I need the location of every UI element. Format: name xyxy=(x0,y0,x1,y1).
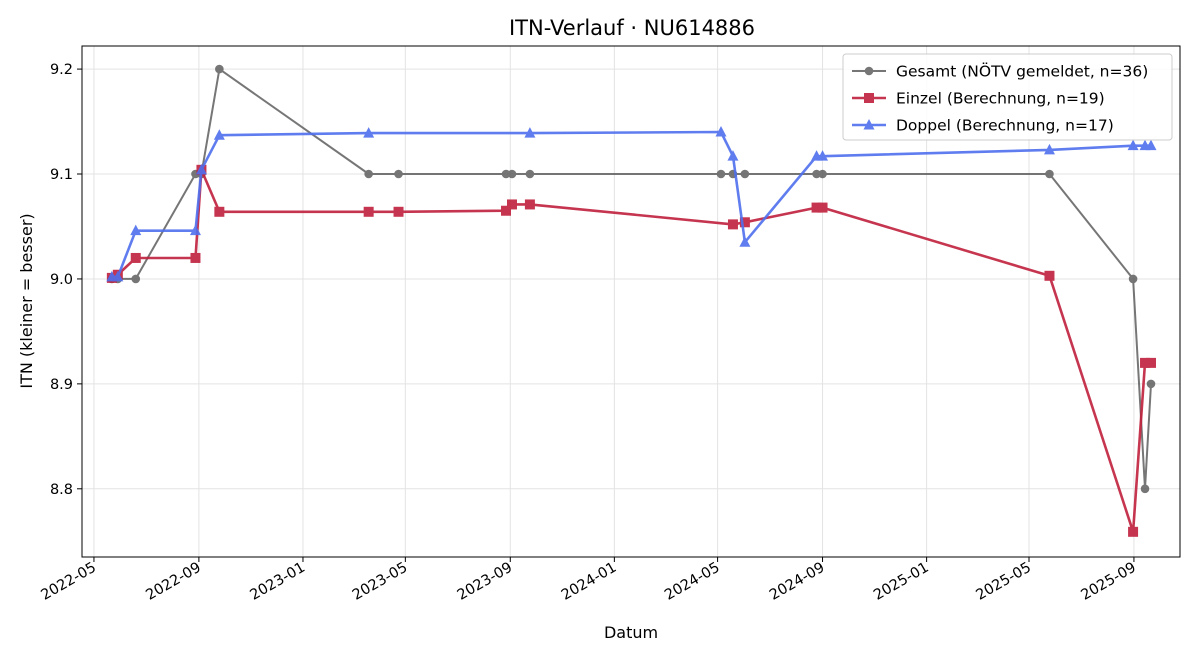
data-point xyxy=(1140,484,1150,494)
data-point xyxy=(739,236,751,247)
legend-label: Einzel (Berechnung, n=19) xyxy=(896,90,1105,108)
legend: Gesamt (NÖTV gemeldet, n=36) Einzel (Bere… xyxy=(842,53,1173,141)
data-point xyxy=(507,169,517,179)
data-point xyxy=(524,127,536,138)
legend-item xyxy=(852,93,886,103)
data-point xyxy=(817,202,828,213)
series-line xyxy=(111,130,1151,279)
data-point xyxy=(130,252,141,263)
y-tick-label: 9.0 xyxy=(50,272,73,288)
data-point xyxy=(811,202,822,213)
data-point xyxy=(213,129,225,140)
x-tick-label: 2024-01 xyxy=(559,560,619,604)
data-point xyxy=(363,127,375,138)
legend-label: Gesamt (NÖTV gemeldet, n=36) xyxy=(896,62,1148,81)
data-point xyxy=(506,199,517,210)
y-tick-label: 9.1 xyxy=(50,167,73,183)
data-point xyxy=(1128,526,1139,537)
data-point xyxy=(740,169,750,179)
x-tick-label: 2022-09 xyxy=(143,560,203,604)
data-point xyxy=(501,169,511,179)
axis-ticks: 2022-05 2022-09 2023-01 2023-05 2023-09 2024-… xyxy=(38,62,1138,604)
data-point xyxy=(501,205,512,216)
data-point xyxy=(739,217,750,228)
data-point xyxy=(1145,357,1156,368)
data-point xyxy=(190,252,201,263)
data-point xyxy=(215,64,224,74)
x-tick-label: 2025-09 xyxy=(1078,560,1138,604)
x-tick-label: 2023-01 xyxy=(247,560,307,604)
series-square xyxy=(106,164,1156,537)
data-point xyxy=(1145,139,1157,151)
data-point xyxy=(716,169,726,179)
data-point xyxy=(112,270,124,282)
data-point xyxy=(525,169,535,179)
data-point xyxy=(1043,143,1055,155)
legend-label: Doppel (Berechnung, n=17) xyxy=(896,117,1114,135)
x-tick-label: 2025-05 xyxy=(974,560,1034,604)
data-point xyxy=(1128,274,1138,284)
series-line xyxy=(111,168,1151,534)
data-point xyxy=(1044,270,1055,281)
legend-swatch-marker xyxy=(864,93,874,103)
data-point xyxy=(715,126,727,137)
plot-frame xyxy=(81,45,1181,558)
legend-item xyxy=(852,66,886,76)
data-point xyxy=(363,206,374,217)
legend-box xyxy=(842,53,1173,141)
data-point xyxy=(394,169,403,179)
series-layer xyxy=(106,64,1157,537)
data-point xyxy=(817,150,829,161)
chart-title: ITN-Verlauf · NU614886 xyxy=(509,16,755,40)
data-point xyxy=(1127,139,1139,151)
data-point xyxy=(393,206,404,217)
data-point xyxy=(1045,169,1054,179)
data-point xyxy=(195,163,207,175)
series-triangle xyxy=(106,126,1157,282)
data-point xyxy=(812,169,821,179)
y-axis-label: ITN (kleiner = besser) xyxy=(17,213,36,388)
x-tick-label: 2023-05 xyxy=(350,560,410,604)
x-tick-label: 2023-09 xyxy=(455,560,515,604)
data-point xyxy=(189,224,201,236)
y-tick-label: 9.2 xyxy=(50,62,73,78)
legend-item xyxy=(852,119,886,130)
data-point xyxy=(524,199,535,210)
data-point xyxy=(727,150,739,161)
data-point xyxy=(130,224,142,236)
data-point xyxy=(214,206,225,217)
legend-swatch-marker xyxy=(863,119,875,130)
x-tick-label: 2025-01 xyxy=(871,560,931,604)
x-axis-label: Datum xyxy=(604,623,658,642)
data-point xyxy=(818,169,827,179)
data-point xyxy=(1140,357,1151,368)
data-point xyxy=(364,169,373,179)
data-point xyxy=(727,219,738,230)
x-tick-label: 2022-05 xyxy=(38,560,98,604)
data-point xyxy=(131,274,141,284)
legend-swatch-marker xyxy=(864,66,874,76)
x-tick-label: 2024-05 xyxy=(662,560,722,604)
y-tick-label: 8.8 xyxy=(50,482,73,498)
y-tick-label: 8.9 xyxy=(50,377,73,393)
x-tick-label: 2024-09 xyxy=(767,560,827,604)
data-point xyxy=(1146,379,1156,389)
